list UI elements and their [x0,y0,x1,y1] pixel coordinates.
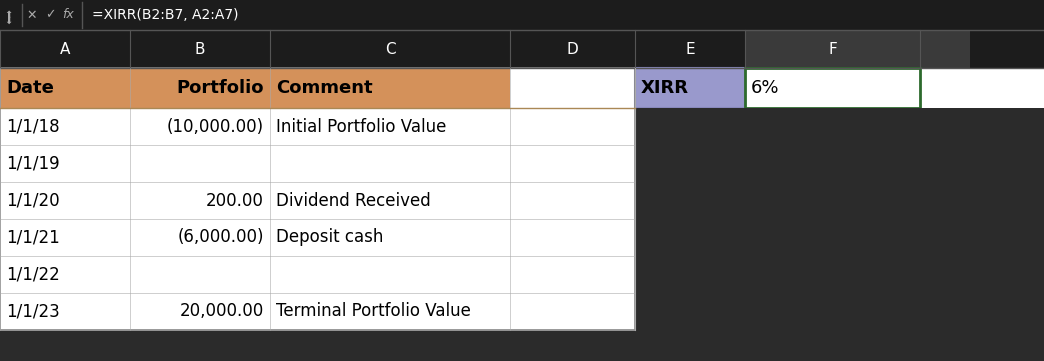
Text: 1/1/18: 1/1/18 [6,117,60,135]
Bar [0,68,635,330]
Text: A: A [60,42,70,57]
Bar [920,68,1044,108]
Text: Deposit cash: Deposit cash [276,229,383,247]
Text: 1/1/20: 1/1/20 [6,191,60,209]
Bar [511,68,635,108]
Text: Date: Date [6,79,54,97]
Bar [635,182,1044,219]
Bar [0,68,635,108]
Bar [745,68,920,108]
Text: Comment: Comment [276,79,373,97]
Text: XIRR: XIRR [641,79,689,97]
Bar [745,30,970,68]
Bar [0,68,511,108]
Bar [0,182,635,219]
Text: 1/1/19: 1/1/19 [6,155,60,173]
Text: C: C [384,42,396,57]
Bar [0,30,1044,68]
Text: Terminal Portfolio Value: Terminal Portfolio Value [276,303,471,321]
Bar [0,108,635,145]
Bar [635,68,745,108]
Text: (6,000.00): (6,000.00) [177,229,264,247]
Text: (10,000.00): (10,000.00) [167,117,264,135]
Text: ⬆: ⬆ [4,10,13,20]
Text: 200.00: 200.00 [206,191,264,209]
Bar [635,145,1044,182]
Text: 1/1/21: 1/1/21 [6,229,60,247]
Text: =XIRR(B2:B7, A2:A7): =XIRR(B2:B7, A2:A7) [92,8,238,22]
Text: Dividend Received: Dividend Received [276,191,431,209]
Text: ⬇: ⬇ [4,16,13,26]
Text: E: E [685,42,695,57]
Text: B: B [195,42,206,57]
Text: F: F [828,42,837,57]
Bar [0,256,635,293]
Text: D: D [567,42,578,57]
Bar [635,108,1044,145]
Text: ✕: ✕ [27,9,38,22]
Text: 1/1/22: 1/1/22 [6,265,60,283]
Bar [635,256,1044,293]
Bar [0,0,1044,30]
Bar [635,293,1044,330]
Bar [0,293,635,330]
Text: ✓: ✓ [45,9,55,22]
Text: 1/1/23: 1/1/23 [6,303,60,321]
Bar [745,68,920,108]
Text: Portfolio: Portfolio [176,79,264,97]
Text: 20,000.00: 20,000.00 [180,303,264,321]
Bar [0,219,635,256]
Text: fx: fx [63,9,74,22]
Text: Initial Portfolio Value: Initial Portfolio Value [276,117,447,135]
Text: 6%: 6% [751,79,780,97]
Bar [0,145,635,182]
Bar [511,68,635,108]
Bar [635,219,1044,256]
Bar [635,68,745,108]
